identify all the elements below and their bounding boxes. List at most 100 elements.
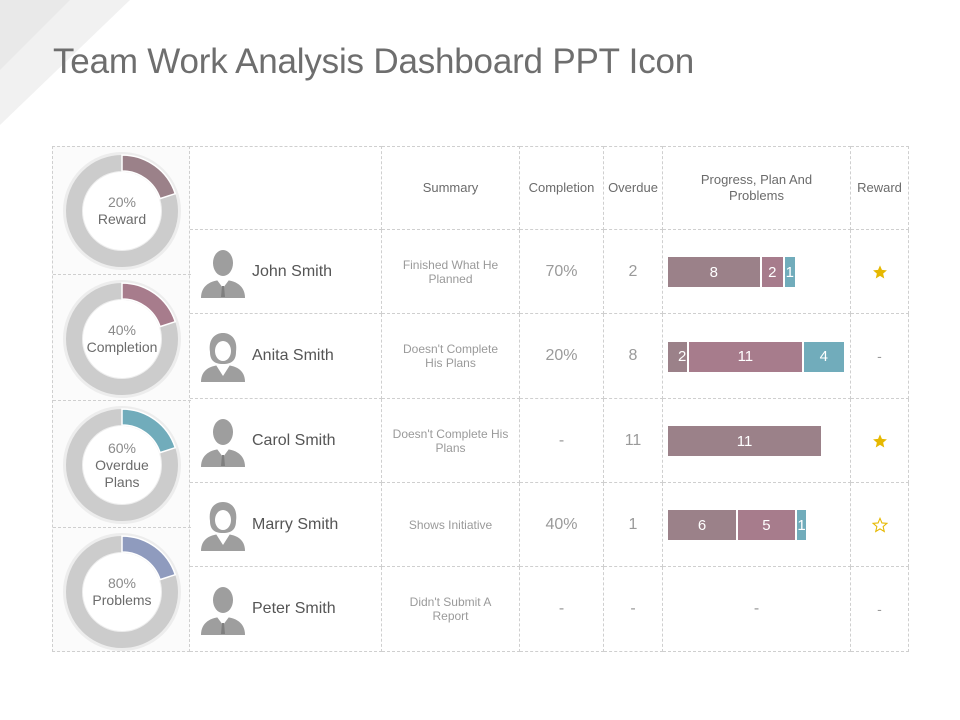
male-avatar-icon: [201, 587, 245, 635]
donut-hole: [83, 552, 161, 631]
summary-cell: Didn't Submit A Report: [382, 567, 520, 652]
female-avatar-icon: [201, 501, 245, 551]
summary-cell: Doesn't Complete His Plans: [382, 399, 520, 483]
overdue-cell: 8: [604, 314, 663, 399]
progress-segment-label: 2: [768, 263, 777, 281]
person-name: Marry Smith: [252, 515, 339, 533]
person-cell: Marry Smith: [190, 483, 382, 567]
overdue-cell: 2: [604, 230, 663, 314]
donut-percent: 60%: [107, 439, 137, 456]
reward-empty: -: [877, 601, 882, 617]
person-name: Peter Smith: [252, 600, 336, 617]
donut-percent: 40%: [107, 321, 137, 338]
progress-segment-label: 11: [736, 432, 753, 450]
progress-empty: -: [753, 600, 760, 617]
completion-cell: 40%: [520, 483, 604, 567]
donut-chart: [63, 532, 181, 651]
progress-segment: 1: [796, 510, 807, 540]
donut-cell: 60% Overdue Plans: [53, 400, 191, 526]
progress-segment: 1: [785, 257, 795, 287]
donut-cell: 20% Reward: [53, 147, 191, 273]
progress-segment: 5: [738, 510, 795, 540]
completion-cell: 20%: [520, 314, 604, 399]
donut-segment: [121, 408, 177, 454]
completion-cell: 70%: [520, 230, 604, 314]
progress-segment: 2: [761, 257, 783, 287]
overdue-value: 2: [628, 262, 638, 280]
progress-segment: 11: [668, 426, 822, 456]
analysis-table: Summary Completion Overdue Progress, Plan A…: [190, 146, 909, 652]
donut-segment: [121, 281, 177, 328]
header-label-progress: Progress, Plan And Problems: [700, 172, 813, 203]
reward-cell: [851, 399, 909, 483]
header-progress: Progress, Plan And Problems: [663, 146, 851, 230]
progress-cell: 2 11 4: [663, 314, 851, 399]
page-title: Team Work Analysis Dashboard PPT Icon: [53, 42, 695, 81]
overdue-value: 11: [624, 431, 642, 449]
donut-chart: [63, 406, 181, 524]
overdue-value: 1: [628, 515, 638, 533]
corner-decoration: [0, 0, 130, 125]
donut-percent: 80%: [107, 574, 137, 591]
completion-value: 40%: [545, 515, 578, 533]
outline-star-icon: [871, 516, 888, 533]
summary-text: Doesn't Complete His Plans: [402, 342, 498, 370]
progress-segment-label: 1: [797, 516, 806, 534]
header-label-summary: Summary: [422, 180, 479, 195]
completion-value: 20%: [545, 347, 578, 364]
donut-percent: 20%: [107, 194, 137, 210]
progress-segment-label: 5: [762, 516, 771, 534]
person-name: Anita Smith: [252, 347, 334, 364]
donut-caption: Overdue Plans: [95, 456, 149, 490]
person-name: Carol Smith: [252, 431, 336, 449]
person-name: John Smith: [252, 262, 333, 280]
donut-caption: Reward: [97, 211, 147, 227]
overdue-value: -: [630, 600, 636, 617]
donut-hole: [83, 299, 161, 378]
overdue-cell: -: [604, 567, 663, 652]
header-summary: Summary: [382, 146, 520, 230]
reward-cell: -: [851, 314, 909, 399]
header-blank: [190, 146, 382, 230]
donut-chart: [63, 152, 181, 270]
person-cell: Carol Smith: [190, 399, 382, 483]
summary-cell: Doesn't Complete His Plans: [382, 314, 520, 399]
progress-cell: 6 5 1: [663, 483, 851, 567]
progress-segment: 11: [688, 341, 802, 372]
donut-label: 20% Reward: [53, 194, 191, 228]
donut-caption: Problems: [92, 591, 152, 608]
progress-cell: 11: [663, 399, 851, 483]
completion-cell: -: [520, 399, 604, 483]
header-label-overdue: Overdue: [608, 180, 658, 195]
progress-segment-label: 6: [697, 516, 707, 534]
donut-label: 80% Problems: [53, 575, 191, 609]
header-label-completion: Completion: [528, 180, 595, 195]
male-avatar-icon: [201, 418, 245, 467]
summary-cell: Finished What He Planned: [382, 230, 520, 314]
female-avatar-icon: [201, 333, 245, 382]
male-avatar-icon: [201, 249, 245, 298]
donut-hole: [83, 172, 161, 250]
completion-cell: -: [520, 567, 604, 652]
progress-segment-label: 1: [785, 263, 795, 281]
donut-caption: Completion: [86, 338, 158, 355]
donut-cell: 80% Problems: [53, 526, 191, 653]
progress-segment-label: 8: [709, 263, 718, 281]
overdue-cell: 1: [604, 483, 663, 567]
header-overdue: Overdue: [604, 146, 663, 230]
person-cell: Anita Smith: [190, 314, 382, 399]
filled-star-icon: [872, 433, 887, 447]
header-reward: Reward: [851, 146, 909, 230]
donut-segment: [121, 534, 177, 581]
summary-text: Finished What He Planned: [402, 257, 499, 286]
donut-label: 40% Completion: [53, 322, 191, 356]
reward-cell: -: [851, 567, 909, 652]
donut-cell: 40% Completion: [53, 273, 191, 400]
person-cell: John Smith: [190, 230, 382, 314]
progress-segment: 8: [668, 257, 760, 287]
summary-text: Shows Initiative: [408, 517, 493, 532]
reward-cell: [851, 483, 909, 567]
progress-segment: 2: [668, 341, 687, 372]
filled-star-icon: [872, 264, 887, 278]
